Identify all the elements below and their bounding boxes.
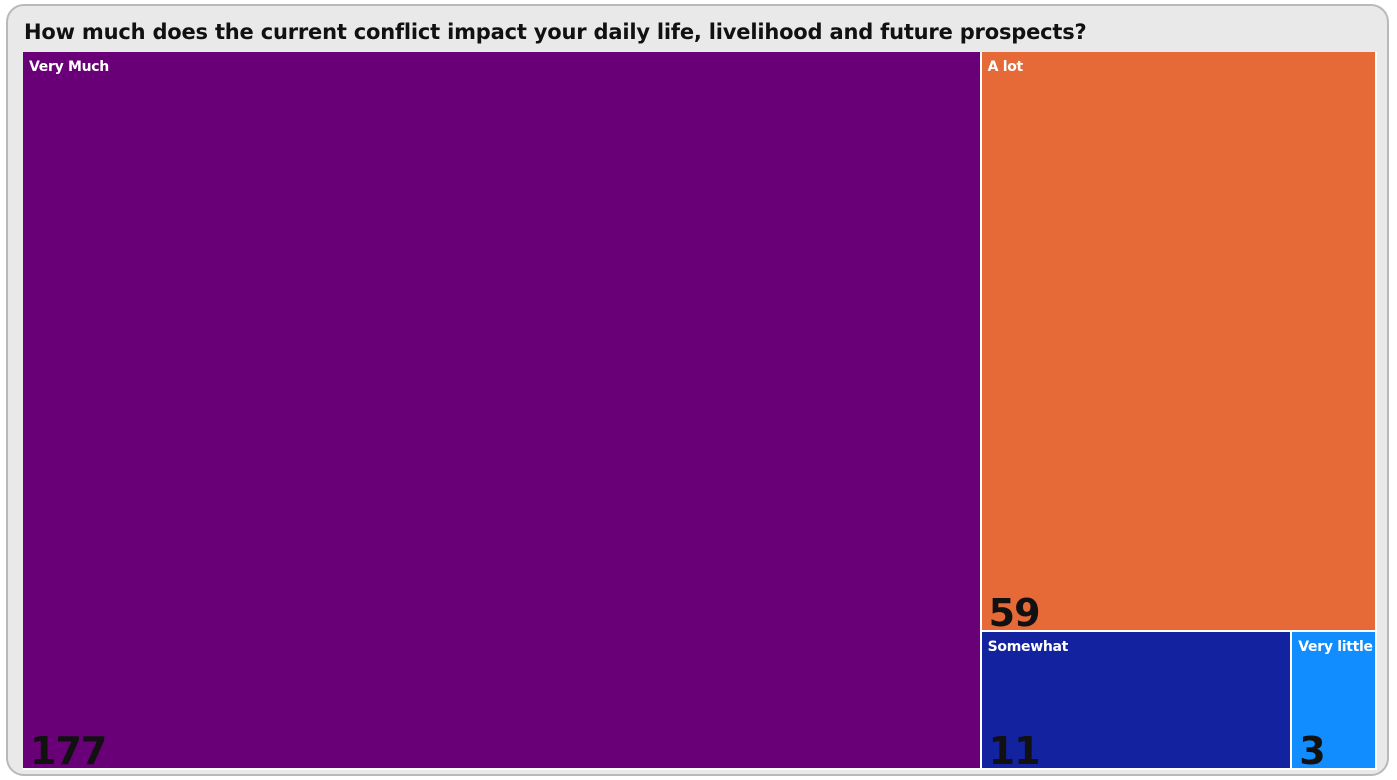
- tile-value: 11: [988, 728, 1041, 768]
- tile-value: 3: [1299, 728, 1325, 768]
- tile-value: 177: [30, 729, 107, 768]
- treemap-tile-somewhat[interactable]: Somewhat 11: [981, 632, 1291, 768]
- treemap-tile-a-lot[interactable]: A lot 59: [981, 52, 1375, 631]
- treemap-tile-very-little[interactable]: Very little 3: [1292, 632, 1375, 768]
- tile-label: A lot: [987, 59, 1024, 75]
- tile-label: Very little: [1298, 639, 1373, 656]
- tile-label: Somewhat: [987, 639, 1069, 656]
- treemap-tile-very-much[interactable]: Very Much 177: [23, 52, 980, 768]
- tile-label: Very Much: [29, 59, 109, 75]
- chart-card: How much does the current conflict impac…: [6, 4, 1389, 776]
- treemap: Very Much 177 A lot 59 Somewhat 11 Very little…: [23, 52, 1377, 770]
- chart-title: How much does the current conflict impac…: [24, 20, 1087, 44]
- tile-value: 59: [988, 591, 1041, 631]
